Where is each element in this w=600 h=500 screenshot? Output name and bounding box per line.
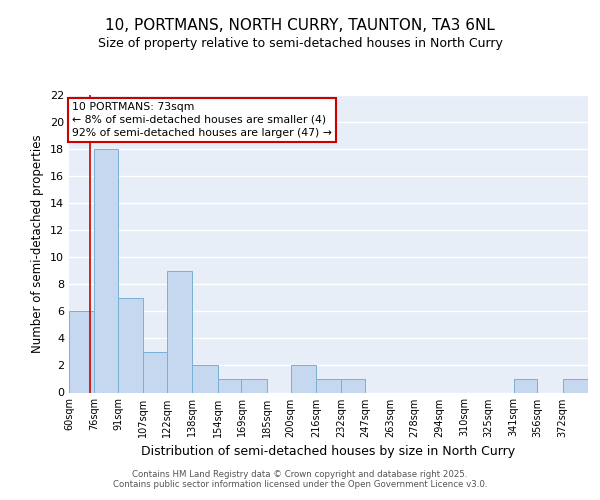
Text: 10, PORTMANS, NORTH CURRY, TAUNTON, TA3 6NL: 10, PORTMANS, NORTH CURRY, TAUNTON, TA3 …	[105, 18, 495, 32]
Bar	[69, 312, 94, 392]
Bar	[118, 298, 143, 392]
Bar	[563, 379, 588, 392]
Text: Contains HM Land Registry data © Crown copyright and database right 2025.
Contai: Contains HM Land Registry data © Crown c…	[113, 470, 487, 489]
Bar	[143, 352, 167, 393]
Bar	[167, 271, 193, 392]
Bar	[316, 379, 341, 392]
Bar	[514, 379, 538, 392]
Text: Size of property relative to semi-detached houses in North Curry: Size of property relative to semi-detach…	[98, 38, 502, 51]
Bar	[94, 149, 118, 392]
Y-axis label: Number of semi-detached properties: Number of semi-detached properties	[31, 134, 44, 353]
Bar	[290, 366, 316, 392]
X-axis label: Distribution of semi-detached houses by size in North Curry: Distribution of semi-detached houses by …	[142, 445, 515, 458]
Bar	[341, 379, 365, 392]
Text: 10 PORTMANS: 73sqm
← 8% of semi-detached houses are smaller (4)
92% of semi-deta: 10 PORTMANS: 73sqm ← 8% of semi-detached…	[72, 102, 332, 138]
Bar	[218, 379, 241, 392]
Bar	[241, 379, 267, 392]
Bar	[193, 366, 218, 392]
